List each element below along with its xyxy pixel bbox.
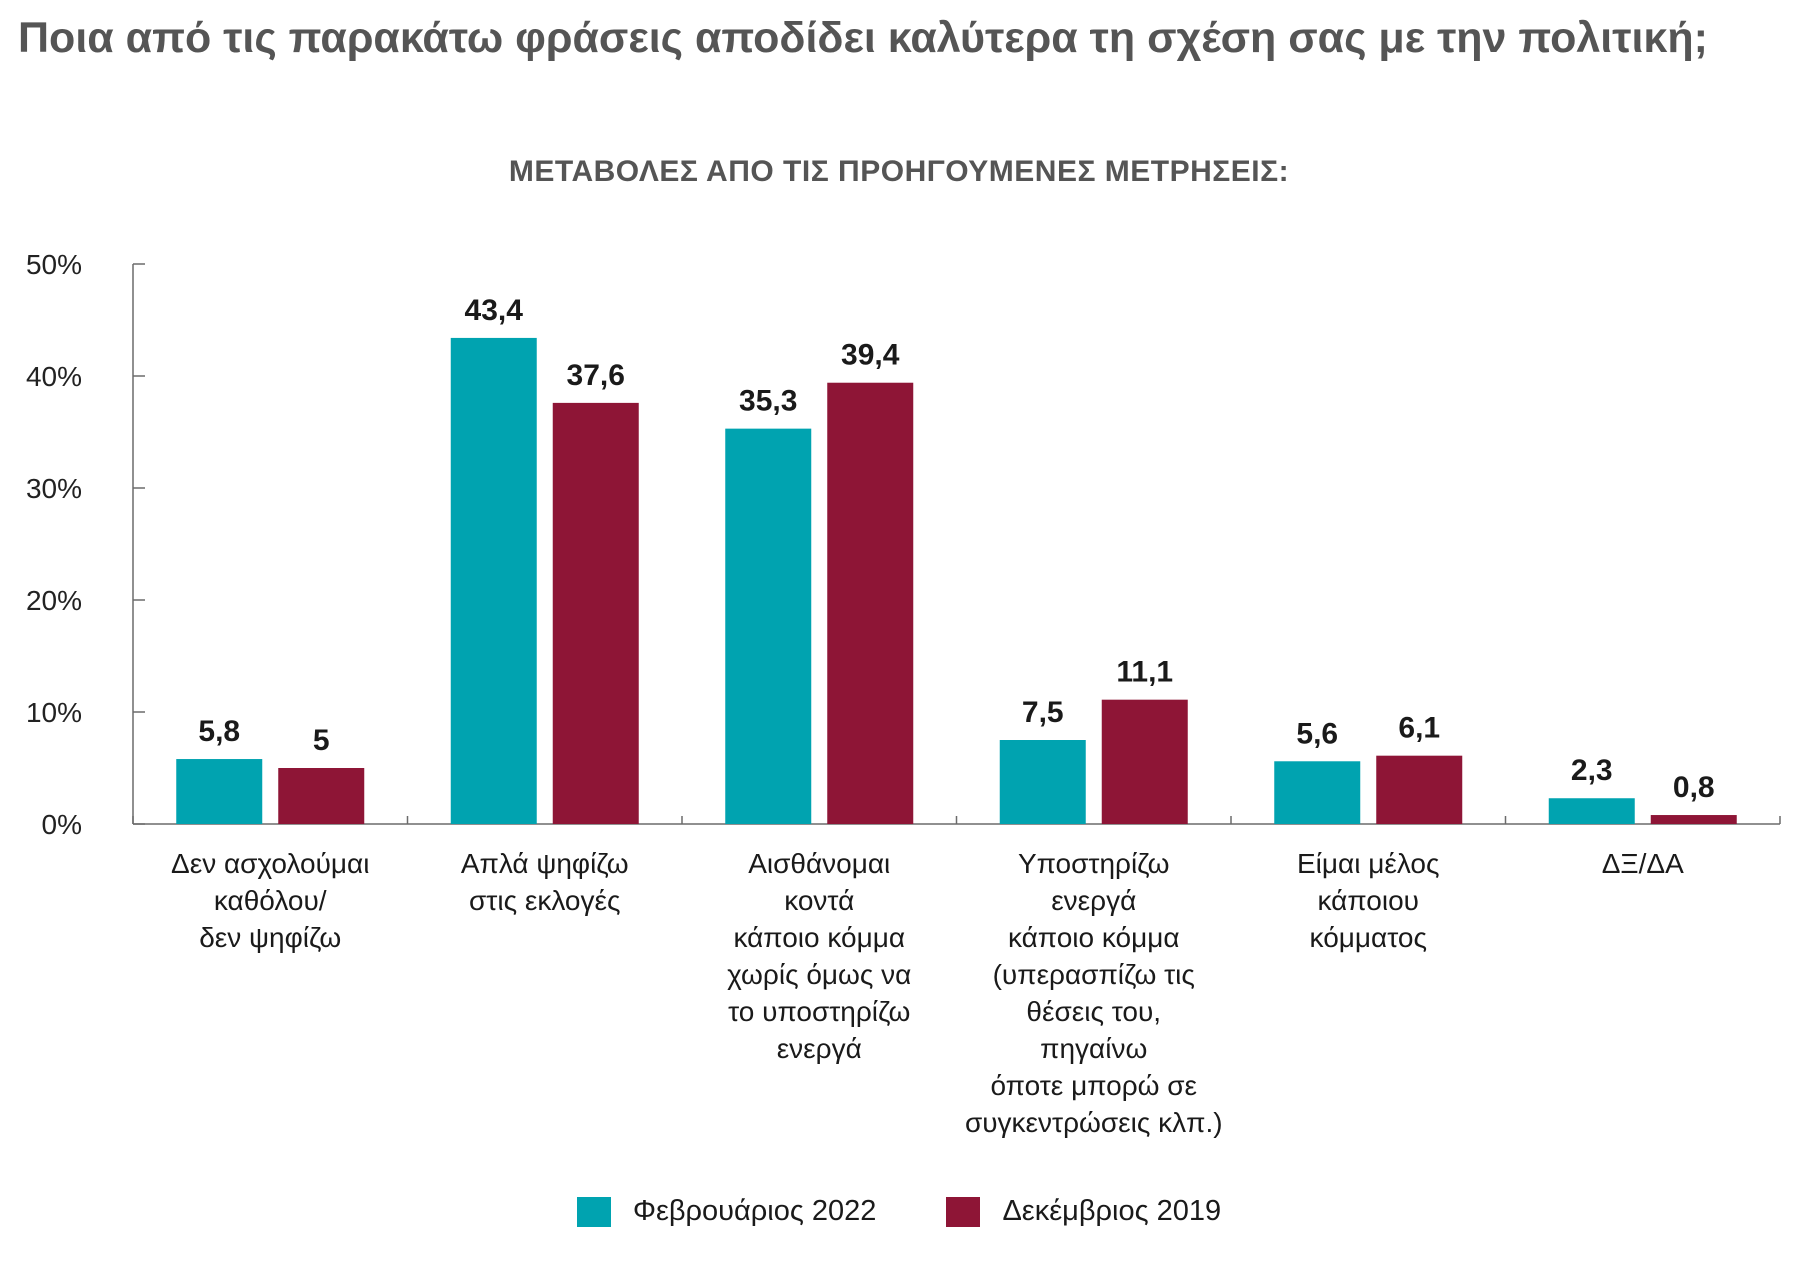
x-category-label-line: ενεργά	[777, 1033, 862, 1064]
bar-chart: 0% 10% 20% 30% 40% 50% 5,8 5 Δεν ασχολούμαι καθόλ…	[26, 249, 1781, 1138]
x-category-label-line: ΔΞ/ΔΑ	[1602, 848, 1684, 879]
x-category-label: Υποστηρίζω ενεργά κάποιο κόμμα (υπερασπίζω …	[965, 848, 1223, 1138]
legend-label-series1: Φεβρουάριος 2022	[632, 1195, 877, 1227]
x-category-label-line: (υπερασπίζω τις	[993, 959, 1195, 990]
y-tick-label: 20%	[26, 585, 82, 616]
data-label: 7,5	[1022, 696, 1064, 729]
data-label: 5	[313, 724, 330, 757]
bar-series2	[552, 402, 639, 824]
x-category-label-line: το υποστηρίζω	[728, 996, 910, 1027]
x-category-label: Απλά ψηφίζω στις εκλογές	[461, 848, 629, 916]
x-category-label-line: πηγαίνω	[1040, 1033, 1147, 1064]
x-category-label: Δεν ασχολούμαι καθόλου/δεν ψηφίζω	[171, 848, 369, 953]
bar-series1	[999, 740, 1086, 824]
bar-series2	[1101, 699, 1188, 824]
bar-series2	[278, 768, 365, 824]
data-label: 6,1	[1398, 712, 1440, 745]
x-category-label-line: Αισθάνομαι	[748, 848, 890, 879]
y-tick-label: 10%	[26, 697, 82, 728]
x-category-label-line: όποτε μπορώ σε	[990, 1070, 1197, 1101]
x-category-label-line: κοντά	[784, 885, 854, 916]
data-label: 39,4	[841, 339, 900, 372]
bar-series1	[450, 337, 537, 824]
x-category-label: ΔΞ/ΔΑ	[1602, 848, 1684, 879]
x-category-label-line: Είμαι μέλος	[1297, 848, 1439, 879]
x-category-label-line: συγκεντρώσεις κλπ.)	[965, 1107, 1223, 1138]
data-label: 0,8	[1673, 771, 1715, 804]
data-label: 43,4	[465, 294, 524, 327]
x-category-label-line: κόμματος	[1310, 922, 1427, 953]
data-label: 2,3	[1571, 754, 1613, 787]
bar-series1	[1548, 798, 1635, 824]
x-category-label-line: Υποστηρίζω	[1018, 848, 1170, 879]
legend-swatch-series1	[576, 1196, 611, 1227]
bar-series1	[176, 759, 263, 824]
data-label: 35,3	[739, 385, 797, 418]
bar-series2	[1650, 815, 1737, 824]
x-category-label: Αισθάνομαι κοντά κάποιο κόμμα χωρίς όμως να…	[727, 848, 911, 1064]
x-category-label-line: ενεργά	[1051, 885, 1136, 916]
x-category-label-line: κάποιο κόμμα	[1008, 922, 1180, 953]
legend: Φεβρουάριος 2022 Δεκέμβριος 2019	[0, 1195, 1798, 1228]
y-tick-label: 0%	[42, 809, 82, 840]
bar-series2	[1376, 755, 1463, 824]
bar-series2	[827, 382, 914, 824]
x-category-label-line: χωρίς όμως να	[727, 959, 911, 990]
x-category-label: Είμαι μέλος κάποιου κόμματος	[1297, 848, 1439, 953]
data-label: 5,8	[198, 715, 240, 748]
chart-subtitle: ΜΕΤΑΒΟΛΕΣ ΑΠΟ ΤΙΣ ΠΡΟΗΓΟΥΜΕΝΕΣ ΜΕΤΡΗΣΕΙΣ…	[508, 155, 1290, 188]
x-category-label-line: θέσεις του,	[1026, 996, 1161, 1027]
legend-swatch-series2	[946, 1196, 981, 1227]
x-category-label-line: κάποιο κόμμα	[733, 922, 905, 953]
chart-title: Ποια από τις παρακάτω φράσεις αποδίδει κ…	[18, 14, 1708, 62]
data-label: 37,6	[567, 359, 625, 392]
y-tick-label: 30%	[26, 473, 82, 504]
data-label: 11,1	[1116, 656, 1173, 689]
x-category-label-line: καθόλου/	[214, 885, 327, 916]
data-label: 5,6	[1296, 717, 1338, 750]
y-tick-label: 40%	[26, 361, 82, 392]
x-category-label-line: δεν ψηφίζω	[199, 922, 341, 953]
x-category-label-line: κάποιου	[1318, 885, 1419, 916]
legend-item-series1: Φεβρουάριος 2022	[576, 1195, 877, 1228]
x-category-label-line: Απλά ψηφίζω	[461, 848, 629, 879]
bar-series1	[1274, 761, 1361, 824]
x-category-label-line: Δεν ασχολούμαι	[171, 848, 369, 879]
y-tick-label: 50%	[26, 249, 82, 280]
legend-item-series2: Δεκέμβριος 2019	[946, 1195, 1221, 1228]
legend-label-series2: Δεκέμβριος 2019	[1002, 1195, 1222, 1227]
x-category-label-line: στις εκλογές	[469, 885, 620, 916]
bar-series1	[725, 428, 812, 824]
